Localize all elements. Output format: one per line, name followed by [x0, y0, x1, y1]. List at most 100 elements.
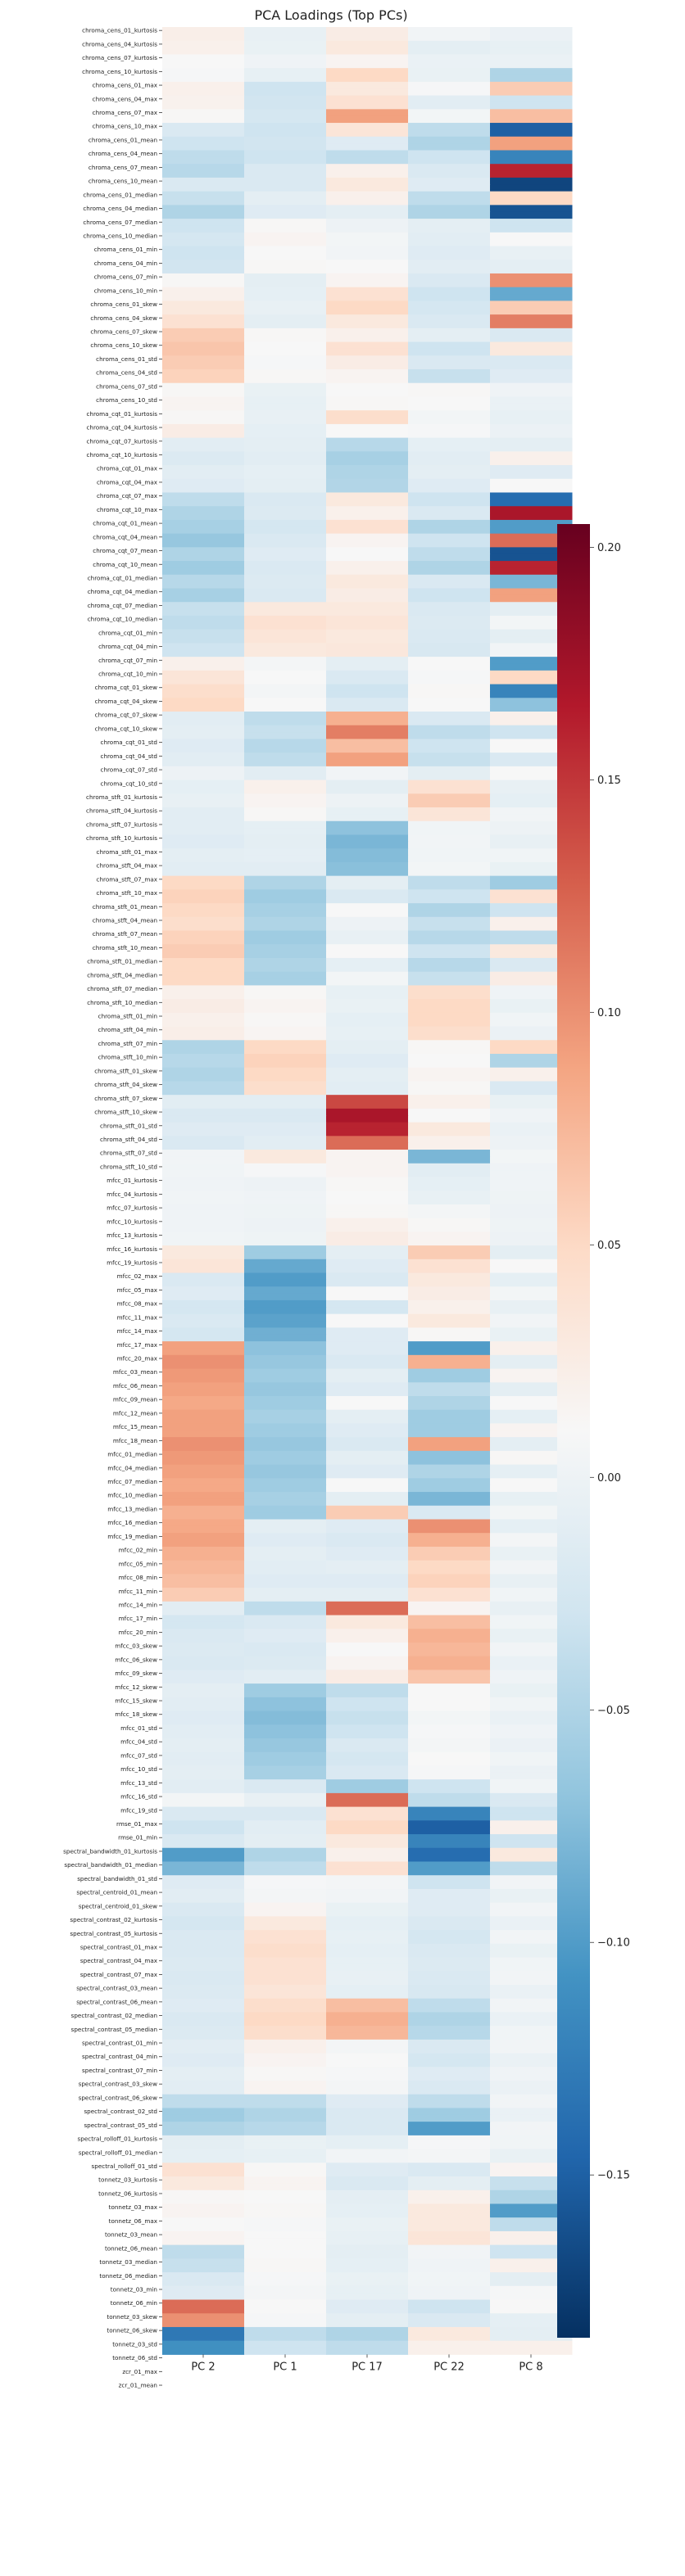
heatmap-cell: [490, 971, 573, 979]
heatmap-cell: [162, 328, 245, 336]
heatmap-cell: [162, 1533, 245, 1541]
heatmap-cell: [326, 690, 409, 698]
heatmap-cell: [490, 219, 573, 226]
heatmap-cell: [326, 896, 409, 904]
heatmap-cell: [244, 2101, 327, 2108]
heatmap-cell: [490, 1444, 573, 1452]
heatmap-cell: [162, 1930, 245, 1937]
heatmap-cell: [326, 2046, 409, 2054]
heatmap-cell: [244, 1553, 327, 1561]
heatmap-cell: [326, 670, 409, 678]
heatmap-cell: [244, 1786, 327, 1794]
heatmap-cell: [490, 1539, 573, 1548]
heatmap-cell: [162, 252, 245, 260]
heatmap-cell: [490, 937, 573, 945]
heatmap-cell: [326, 382, 409, 391]
heatmap-cell: [326, 1046, 409, 1055]
heatmap-cell: [326, 780, 409, 788]
heatmap-cell: [490, 1046, 573, 1055]
heatmap-cell: [408, 294, 491, 301]
heatmap-cell: [326, 957, 409, 965]
heatmap-cell: [244, 1430, 327, 1438]
heatmap-cell: [244, 1964, 327, 1972]
heatmap-cell: [408, 1902, 491, 1910]
heatmap-cell: [326, 608, 409, 617]
heatmap-cell: [162, 246, 245, 254]
heatmap-cell: [326, 1594, 409, 1602]
heatmap-cell: [408, 1286, 491, 1295]
heatmap-cell: [162, 1368, 245, 1376]
row-label: mfcc_18_mean: [113, 1437, 157, 1444]
heatmap-cell: [326, 540, 409, 548]
heatmap-cell: [244, 1861, 327, 1869]
heatmap-cell: [490, 1054, 573, 1061]
heatmap-cell: [162, 2067, 245, 2075]
heatmap-cell: [326, 1128, 409, 1137]
heatmap-cell: [162, 1998, 245, 2006]
heatmap-cell: [490, 423, 573, 432]
heatmap-cell: [490, 752, 573, 761]
heatmap-cell: [490, 2210, 573, 2218]
heatmap-cell: [490, 280, 573, 288]
heatmap-cell: [326, 1868, 409, 1876]
heatmap-cell: [408, 2217, 491, 2226]
heatmap-cell: [408, 88, 491, 97]
heatmap-cell: [244, 1690, 327, 1698]
heatmap-cell: [490, 1457, 573, 1466]
heatmap-cell: [162, 2217, 245, 2226]
heatmap-cell: [490, 725, 573, 733]
row-label: chroma_stft_04_std: [100, 1136, 157, 1143]
heatmap-cell: [326, 2326, 409, 2334]
heatmap-cell: [244, 657, 327, 664]
heatmap-cell: [162, 458, 245, 466]
heatmap-cell: [408, 1909, 491, 1917]
heatmap-cell: [490, 1971, 573, 1979]
heatmap-cell: [326, 1457, 409, 1466]
heatmap-cell: [326, 1546, 409, 1554]
heatmap-cell: [326, 1313, 409, 1322]
heatmap-cell: [490, 1601, 573, 1609]
heatmap-cell: [326, 2162, 409, 2171]
heatmap-cell: [490, 362, 573, 370]
heatmap-cell: [326, 81, 409, 89]
heatmap-cell: [162, 848, 245, 856]
heatmap-cell: [490, 1081, 573, 1089]
heatmap-cell: [244, 1266, 327, 1274]
row-label: mfcc_04_std: [120, 1738, 157, 1746]
heatmap-cell: [408, 1225, 491, 1232]
row-label: mfcc_10_std: [120, 1765, 157, 1773]
heatmap-cell: [162, 1272, 245, 1281]
heatmap-cell: [244, 2217, 327, 2226]
heatmap-cell: [408, 1820, 491, 1828]
row-label: chroma_cqt_04_kurtosis: [86, 424, 157, 432]
heatmap-cell: [408, 807, 491, 815]
heatmap-cell: [326, 1567, 409, 1575]
heatmap-cell: [326, 951, 409, 959]
heatmap-cell: [490, 759, 573, 767]
heatmap-cell: [326, 704, 409, 712]
heatmap-cell: [326, 150, 409, 158]
row-label: chroma_cqt_10_mean: [93, 561, 157, 568]
heatmap-cell: [408, 301, 491, 309]
heatmap-cell: [162, 2348, 245, 2355]
heatmap-cell: [490, 1635, 573, 1643]
heatmap-cell: [162, 2155, 245, 2163]
heatmap-cell: [244, 1916, 327, 1924]
heatmap-cell: [326, 561, 409, 568]
heatmap-cell: [408, 1211, 491, 1219]
heatmap-cell: [244, 1423, 327, 1431]
heatmap-cell: [408, 1299, 491, 1308]
heatmap-cell: [490, 1218, 573, 1226]
heatmap-cell: [408, 1731, 491, 1739]
row-label: chroma_cens_10_std: [96, 396, 157, 404]
heatmap-cell: [408, 1560, 491, 1568]
heatmap-cell: [326, 164, 409, 172]
heatmap-cell: [162, 1498, 245, 1507]
heatmap-cell: [244, 2073, 327, 2081]
colorbar-tick-label: 0.20: [597, 542, 621, 554]
heatmap-cell: [326, 2018, 409, 2027]
heatmap-cell: [244, 341, 327, 350]
heatmap-cell: [244, 848, 327, 856]
row-label: spectral_contrast_04_max: [80, 1957, 158, 1964]
heatmap-cell: [408, 2197, 491, 2204]
